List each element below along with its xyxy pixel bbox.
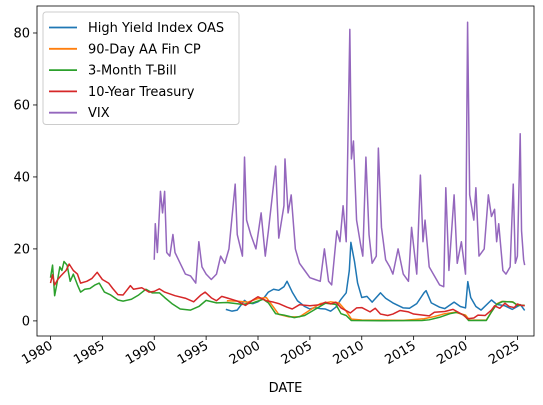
legend-label: VIX bbox=[88, 106, 110, 121]
y-tick-label: 20 bbox=[13, 242, 30, 257]
y-tick-label: 40 bbox=[13, 170, 30, 185]
series-line-0 bbox=[225, 241, 526, 312]
y-tick-label: 80 bbox=[13, 26, 30, 41]
legend-box bbox=[42, 11, 240, 125]
legend-label: 3-Month T-Bill bbox=[88, 64, 177, 79]
series-line-3 bbox=[49, 263, 525, 320]
series-line-2 bbox=[49, 260, 525, 322]
series-layer bbox=[49, 21, 526, 322]
x-axis-label: DATE bbox=[269, 381, 303, 396]
legend-label: High Yield Index OAS bbox=[88, 21, 224, 36]
legend: High Yield Index OAS 90-Day AA Fin CP 3-Mo… bbox=[42, 11, 240, 125]
series-line-4 bbox=[153, 21, 526, 288]
y-axis: 0 20 40 60 80 bbox=[13, 26, 37, 329]
y-tick-label: 60 bbox=[13, 98, 30, 113]
plot-frame bbox=[36, 5, 535, 337]
legend-label: 10-Year Treasury bbox=[88, 85, 195, 100]
y-tick-label: 0 bbox=[22, 314, 30, 329]
legend-label: 90-Day AA Fin CP bbox=[88, 42, 201, 57]
